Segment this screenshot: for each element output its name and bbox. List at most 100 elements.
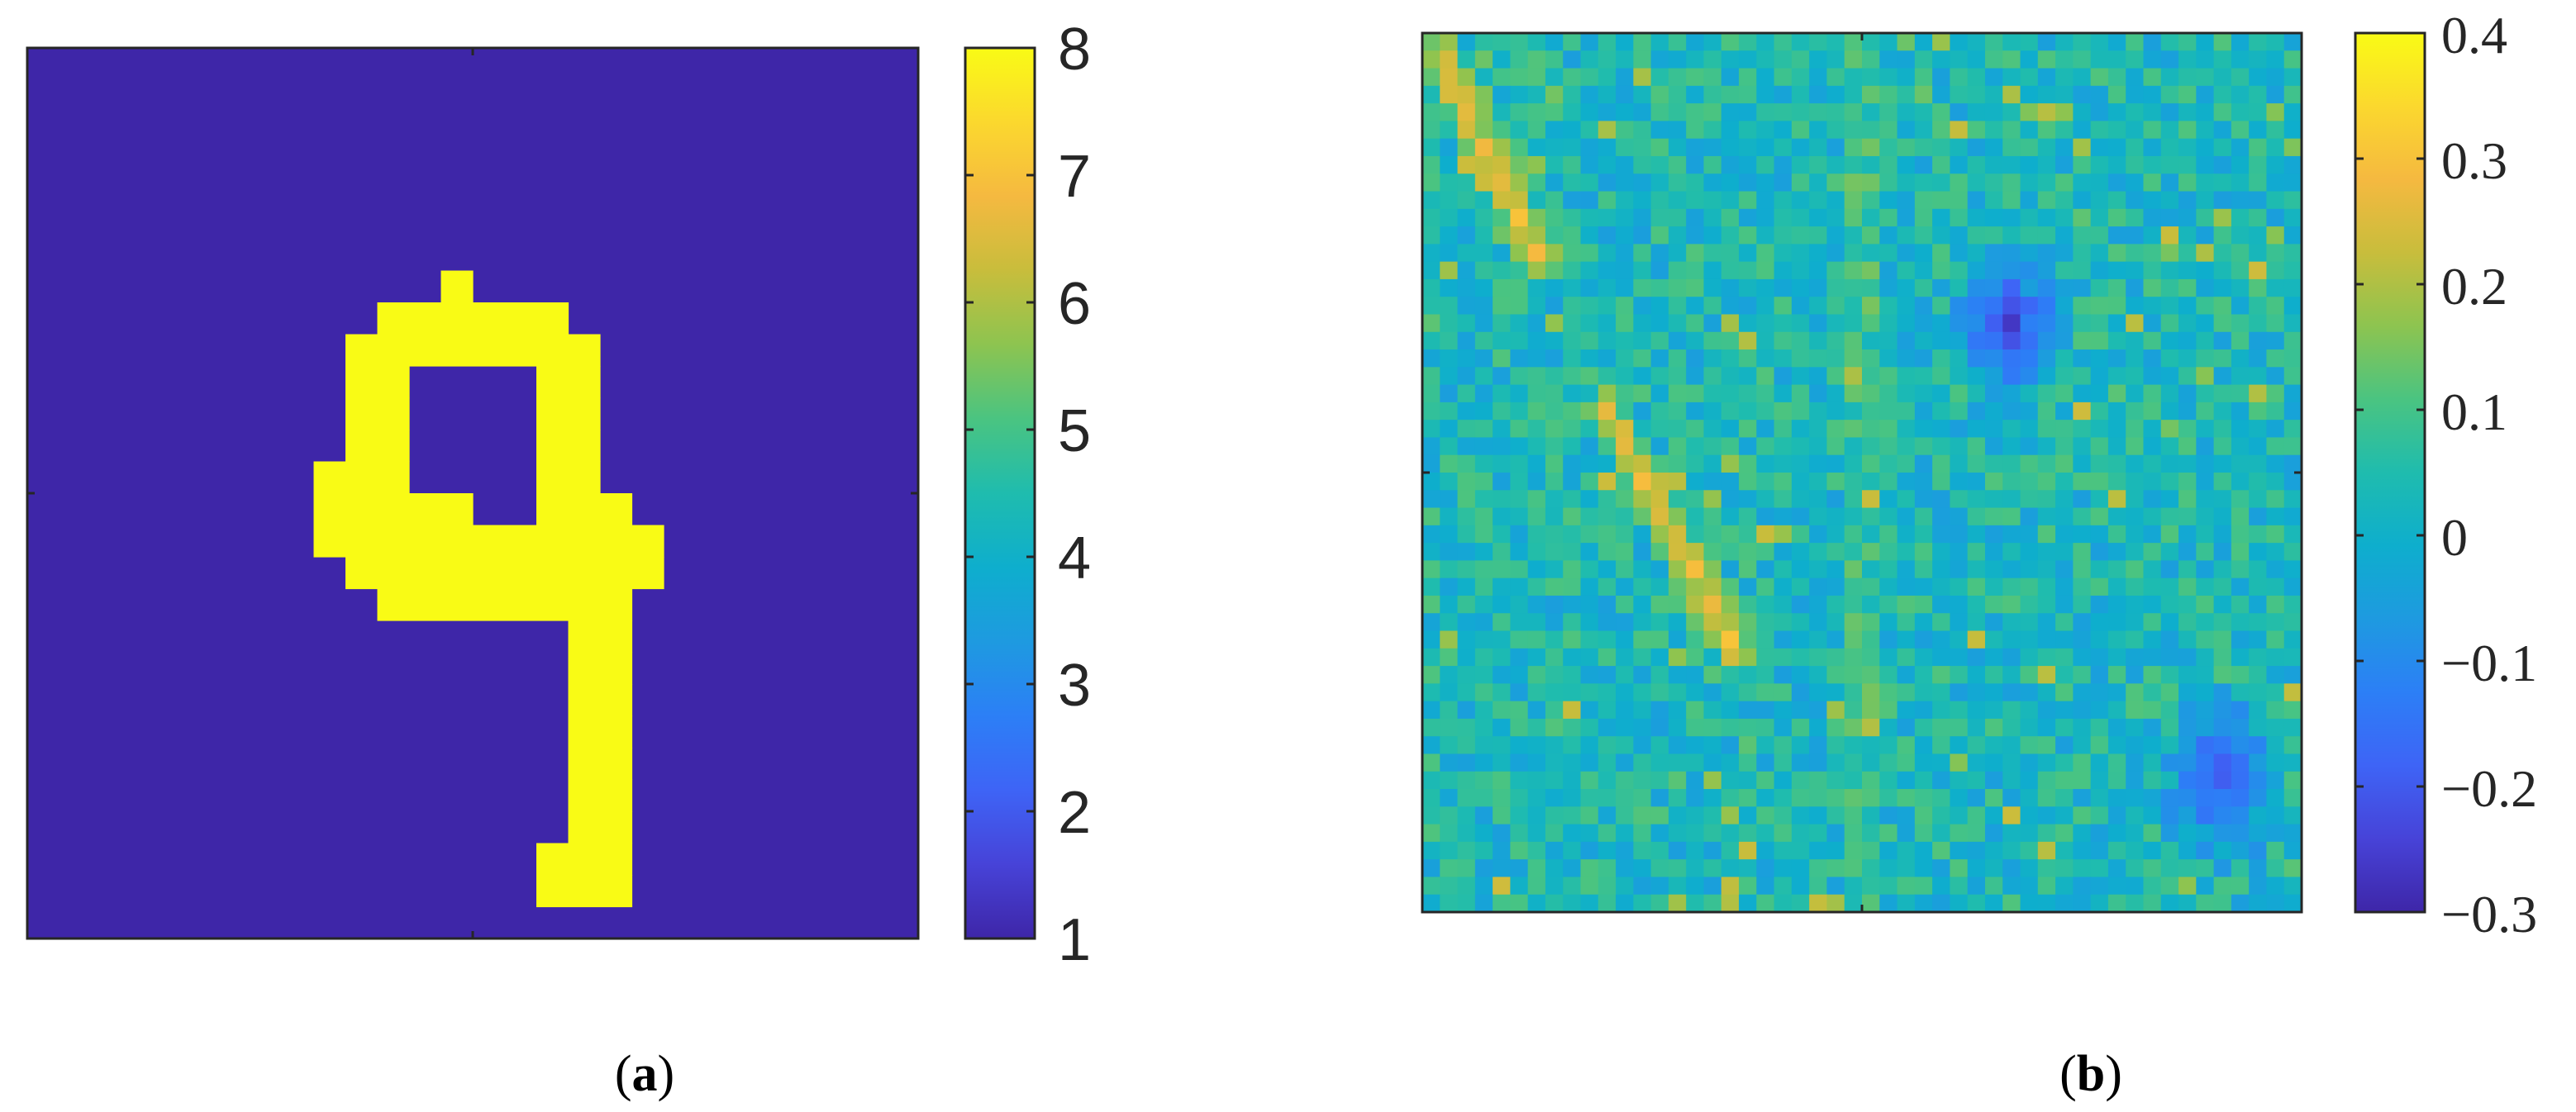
- heatmap-b-cell: [1580, 138, 1599, 157]
- heatmap-b-cell: [1598, 331, 1617, 350]
- heatmap-b-cell: [1774, 736, 1793, 755]
- heatmap-b-cell: [1580, 244, 1599, 263]
- heatmap-b-cell: [1527, 753, 1546, 772]
- heatmap-b-cell: [1756, 208, 1775, 227]
- heatmap-b-cell: [1545, 525, 1564, 544]
- heatmap-b-cell: [1950, 473, 1969, 491]
- heatmap-b-cell: [1932, 841, 1950, 860]
- heatmap-b-cell: [2073, 278, 2092, 297]
- heatmap-b-cell: [1650, 226, 1669, 245]
- heatmap-b-cell: [1598, 473, 1617, 491]
- heatmap-b-cell: [2231, 244, 2250, 263]
- heatmap-b-cell: [1686, 349, 1705, 368]
- heatmap-b-cell: [1527, 33, 1546, 51]
- heatmap-b-cell: [1791, 595, 1810, 614]
- heatmap-b-cell: [1967, 894, 1986, 913]
- heatmap-b-cell: [1826, 138, 1845, 157]
- heatmap-b-cell: [1756, 771, 1775, 790]
- heatmap-b-cell: [1527, 402, 1546, 421]
- heatmap-b-cell: [1474, 736, 1493, 755]
- heatmap-b-cell: [1774, 824, 1793, 843]
- heatmap-b-cell: [1563, 490, 1582, 509]
- heatmap-b-cell: [1422, 384, 1440, 403]
- heatmap-b-cell: [1527, 894, 1546, 913]
- heatmap-b-cell: [2213, 560, 2232, 579]
- heatmap-b-cell: [1633, 771, 1652, 790]
- heatmap-a-cell: [536, 397, 601, 430]
- heatmap-b-cell: [2196, 261, 2215, 280]
- heatmap-b-cell: [1440, 630, 1459, 649]
- heatmap-b-cell: [2213, 543, 2232, 561]
- heatmap-b-cell: [1563, 384, 1582, 403]
- heatmap-b-cell: [2037, 648, 2056, 667]
- heatmap-b-cell: [1527, 226, 1546, 245]
- heatmap-b-cell: [2160, 349, 2179, 368]
- heatmap-b-cell: [1440, 208, 1459, 227]
- heatmap-b-cell: [1545, 543, 1564, 561]
- heatmap-b-cell: [2073, 473, 2092, 491]
- heatmap-b-cell: [1703, 507, 1722, 526]
- heatmap-b-cell: [1721, 420, 1740, 439]
- heatmap-b-cell: [2126, 349, 2145, 368]
- heatmap-b-cell: [1826, 683, 1845, 702]
- heatmap-b-cell: [1950, 577, 1969, 596]
- heatmap-b-cell: [1809, 402, 1828, 421]
- heatmap-b-cell: [1616, 50, 1634, 69]
- heatmap-b-cell: [1897, 191, 1916, 210]
- heatmap-b-cell: [1756, 648, 1775, 667]
- heatmap-b-cell: [1862, 278, 1880, 297]
- heatmap-b-cell: [1598, 595, 1617, 614]
- heatmap-b-cell: [2266, 420, 2285, 439]
- heatmap-a-cell: [568, 715, 633, 748]
- heatmap-b-cell: [1809, 33, 1828, 51]
- heatmap-b-cell: [1510, 138, 1529, 157]
- heatmap-b-cell: [1493, 560, 1511, 579]
- heatmap-b-cell: [1510, 103, 1529, 121]
- heatmap-b-cell: [1633, 824, 1652, 843]
- heatmap-b-cell: [1440, 331, 1459, 350]
- heatmap-b-cell: [1774, 278, 1793, 297]
- heatmap-b-cell: [2231, 121, 2250, 140]
- heatmap-b-cell: [1791, 297, 1810, 316]
- heatmap-b-cell: [1527, 454, 1546, 473]
- heatmap-b-cell: [1862, 683, 1880, 702]
- heatmap-b-cell: [2283, 349, 2302, 368]
- heatmap-b-cell: [1721, 666, 1740, 684]
- heatmap-b-cell: [2020, 841, 2039, 860]
- heatmap-b-cell: [1422, 121, 1440, 140]
- heatmap-b-cell: [1510, 753, 1529, 772]
- heatmap-b-cell: [2090, 877, 2109, 896]
- heatmap-b-cell: [1616, 454, 1634, 473]
- heatmap-b-cell: [1563, 718, 1582, 737]
- colorbar-a-frame: [964, 46, 1036, 940]
- heatmap-b-cell: [1809, 103, 1828, 121]
- heatmap-b-cell: [2283, 630, 2302, 649]
- heatmap-b-cell: [1686, 595, 1705, 614]
- heatmap-b-cell: [2055, 454, 2074, 473]
- heatmap-b-cell: [2107, 331, 2126, 350]
- heatmap-b-cell: [2020, 859, 2039, 878]
- heatmap-b-cell: [1774, 718, 1793, 737]
- heatmap-b-cell: [2283, 613, 2302, 632]
- heatmap-b-cell: [2160, 314, 2179, 333]
- heatmap-b-cell: [1457, 384, 1476, 403]
- heatmap-b-cell: [2037, 191, 2056, 210]
- heatmap-b-cell: [1774, 753, 1793, 772]
- heatmap-b-cell: [2283, 191, 2302, 210]
- heatmap-b-cell: [1862, 577, 1880, 596]
- heatmap-b-cell: [1809, 753, 1828, 772]
- heatmap-b-cell: [2143, 68, 2162, 87]
- heatmap-b-cell: [1879, 85, 1898, 104]
- heatmap-b-cell: [2020, 454, 2039, 473]
- heatmap-b-cell: [2126, 630, 2145, 649]
- heatmap-b-cell: [1914, 595, 1933, 614]
- heatmap-b-cell: [1950, 454, 1969, 473]
- heatmap-b-cell: [1545, 736, 1564, 755]
- heatmap-b-cell: [1967, 595, 1986, 614]
- heatmap-b-cell: [1879, 595, 1898, 614]
- heatmap-b-cell: [2143, 806, 2162, 825]
- heatmap-b-cell: [1457, 454, 1476, 473]
- heatmap-b-cell: [1756, 613, 1775, 632]
- heatmap-b-cell: [2073, 613, 2092, 632]
- heatmap-b-cell: [2037, 841, 2056, 860]
